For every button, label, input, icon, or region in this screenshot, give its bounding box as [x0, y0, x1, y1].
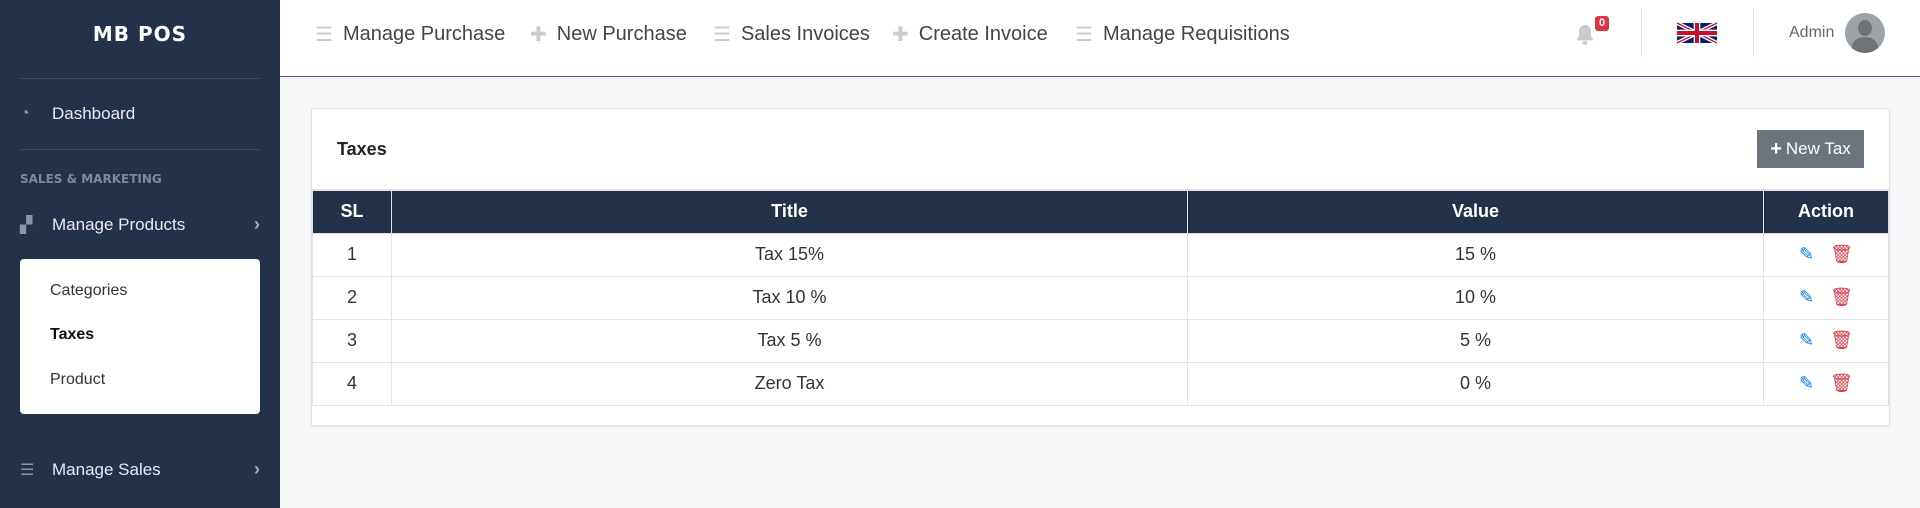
- column-header-action: Action: [1763, 189, 1889, 234]
- trash-icon[interactable]: 🗑︎: [1830, 244, 1853, 264]
- cell-title: Tax 10 %: [391, 275, 1188, 320]
- submenu-item-taxes[interactable]: Taxes: [50, 326, 95, 343]
- nav-label: Sales Invoices: [740, 23, 870, 45]
- nav-manage-requisitions[interactable]: ☰ Manage Requisitions: [1075, 22, 1290, 47]
- trash-icon[interactable]: 🗑︎: [1830, 373, 1853, 393]
- edit-icon[interactable]: ✎: [1799, 244, 1815, 264]
- edit-icon[interactable]: ✎: [1799, 373, 1815, 393]
- submenu-item-categories[interactable]: Categories: [50, 282, 128, 299]
- column-header-title: Title: [391, 189, 1188, 234]
- brand-logo: MB POS: [92, 22, 188, 46]
- plus-icon: ✚: [530, 24, 547, 46]
- nav-create-invoice[interactable]: ✚ Create Invoice: [892, 22, 1048, 47]
- section-heading: SALES & MARKETING: [20, 172, 162, 186]
- nav-label: Manage Requisitions: [1102, 23, 1290, 45]
- cell-title: Zero Tax: [391, 361, 1188, 406]
- cell-sl: 2: [312, 275, 392, 320]
- dashboard-icon: ◔: [20, 105, 30, 122]
- notification-badge: 0: [1595, 16, 1610, 31]
- cell-action: ✎ 🗑︎: [1763, 318, 1889, 363]
- divider: [1753, 9, 1754, 57]
- chevron-right-icon: ›: [254, 214, 260, 234]
- column-header-sl: SL: [312, 189, 392, 234]
- edit-icon[interactable]: ✎: [1799, 330, 1815, 350]
- list-icon: ☰: [1075, 24, 1093, 46]
- submenu: Categories Taxes Product: [20, 259, 260, 414]
- sidebar-item-dashboard[interactable]: ◔ Dashboard: [20, 104, 260, 124]
- sidebar-item-label: Dashboard: [52, 104, 136, 123]
- notification-bell-icon[interactable]: [1576, 24, 1594, 46]
- sidebar-item-label: Manage Sales: [52, 459, 161, 479]
- cell-sl: 4: [312, 361, 392, 406]
- chevron-right-icon: ›: [254, 459, 260, 479]
- cell-title: Tax 5 %: [391, 318, 1188, 363]
- nav-label: Manage Purchase: [342, 23, 506, 45]
- trash-icon[interactable]: 🗑︎: [1830, 330, 1853, 350]
- cell-value: 0 %: [1187, 361, 1764, 406]
- cell-title: Tax 15%: [391, 232, 1188, 277]
- sidebar: MB POS ◔ Dashboard SALES & MARKETING ▞ M…: [0, 0, 280, 508]
- nav-new-purchase[interactable]: ✚ New Purchase: [530, 22, 687, 47]
- list-icon: ☰: [315, 24, 333, 46]
- list-icon: ☰: [20, 461, 35, 479]
- nav-label: New Purchase: [556, 23, 687, 45]
- cell-action: ✎ 🗑︎: [1763, 361, 1889, 406]
- plus-icon: ✚: [892, 24, 909, 46]
- avatar[interactable]: [1845, 13, 1885, 53]
- top-navbar: ☰ Manage Purchase ✚ New Purchase ☰ Sales In…: [280, 0, 1920, 77]
- notifications[interactable]: 0: [1576, 16, 1610, 46]
- cell-action: ✎ 🗑︎: [1763, 232, 1889, 277]
- table-row: 4 Zero Tax 0 % ✎ 🗑︎: [312, 361, 1889, 406]
- user-name[interactable]: Admin: [1789, 24, 1835, 41]
- trash-icon[interactable]: 🗑︎: [1830, 287, 1853, 307]
- nav-sales-invoices[interactable]: ☰ Sales Invoices: [713, 22, 870, 47]
- divider: [1641, 9, 1642, 57]
- taxes-table: SL Title Value Action 1 Tax 15% 15 % ✎ 🗑︎ 2 Ta…: [312, 189, 1889, 406]
- cell-sl: 3: [312, 318, 392, 363]
- table-row: 1 Tax 15% 15 % ✎ 🗑︎: [312, 232, 1889, 277]
- taxes-card: Taxes + New Tax SL Title Value Action 1 Ta…: [311, 108, 1890, 426]
- boxes-icon: ▞: [20, 216, 33, 234]
- plus-icon: +: [1770, 137, 1782, 160]
- sidebar-item-label: Manage Products: [52, 214, 186, 234]
- table-row: 3 Tax 5 % 5 % ✎ 🗑︎: [312, 318, 1889, 363]
- list-icon: ☰: [713, 24, 731, 46]
- divider: [20, 78, 260, 79]
- uk-flag-icon[interactable]: [1677, 22, 1717, 44]
- column-header-value: Value: [1187, 189, 1764, 234]
- table-row: 2 Tax 10 % 10 % ✎ 🗑︎: [312, 275, 1889, 320]
- card-title: Taxes: [337, 139, 387, 159]
- new-tax-button[interactable]: + New Tax: [1757, 130, 1864, 168]
- nav-manage-purchase[interactable]: ☰ Manage Purchase: [315, 22, 505, 47]
- cell-value: 10 %: [1187, 275, 1764, 320]
- edit-icon[interactable]: ✎: [1799, 287, 1815, 307]
- nav-label: Create Invoice: [918, 23, 1048, 45]
- sidebar-item-manage-sales[interactable]: ☰ Manage Sales ›: [20, 459, 260, 480]
- sidebar-item-manage-products[interactable]: ▞ Manage Products ›: [20, 214, 260, 235]
- submenu-item-product[interactable]: Product: [50, 371, 106, 388]
- cell-action: ✎ 🗑︎: [1763, 275, 1889, 320]
- cell-sl: 1: [312, 232, 392, 277]
- cell-value: 5 %: [1187, 318, 1764, 363]
- button-label: New Tax: [1785, 139, 1851, 158]
- divider: [20, 149, 260, 150]
- cell-value: 15 %: [1187, 232, 1764, 277]
